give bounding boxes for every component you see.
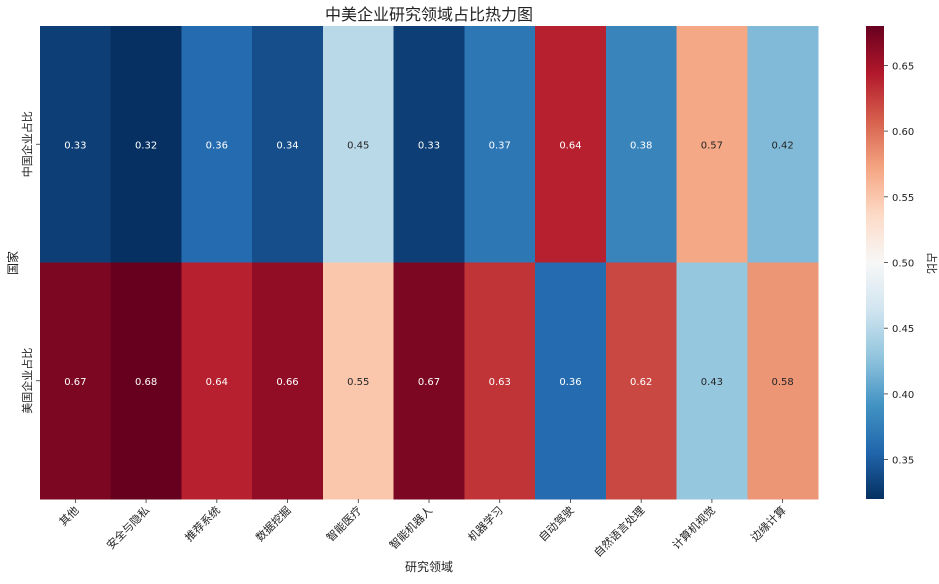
colorbar-tick-label: 0.40 [892,390,914,401]
heatmap-cell [464,262,536,500]
cell-value-label: 0.67 [418,377,440,388]
x-tick-label: 边缘计算 [748,503,789,544]
heatmap-cell [322,26,395,264]
cell-value-label: 0.57 [701,140,723,151]
y-tick-label: 美国企业占比 [20,348,34,414]
heatmap-cell [676,26,748,264]
heatmap-cell [181,26,253,264]
heatmap-cell [747,262,819,500]
y-tick-label: 中国企业占比 [20,111,34,177]
cell-value-label: 0.37 [489,140,511,151]
colorbar-gradient [866,26,884,499]
x-tick-label: 推荐系统 [182,503,223,544]
cell-value-label: 0.68 [135,377,157,388]
heatmap-cell [110,26,183,264]
x-tick-label: 自动驾驶 [536,503,577,544]
x-tick-label: 智能医疗 [323,503,364,544]
heatmap-cells: 0.33 0.32 0.36 0.34 0.45 0.33 0.37 0.64 0.38 0.57… [40,26,819,500]
colorbar-tick-label: 0.60 [892,127,914,138]
x-tick-label: 自然语言处理 [591,503,648,560]
cell-value-label: 0.36 [559,377,581,388]
heatmap-cell [393,26,465,264]
colorbar-tick-label: 0.65 [892,61,914,72]
colorbar-tick-label: 0.55 [892,193,914,204]
x-tick-labels: 其他 安全与隐私 推荐系统 数据挖掘 智能医疗 智能机器人 机器学习 自动驾驶 自然语言处理 计算… [57,499,789,560]
heatmap-cell [464,26,536,264]
cell-value-label: 0.58 [772,377,794,388]
cell-value-label: 0.66 [276,377,298,388]
cell-value-label: 0.67 [64,377,86,388]
heatmap-cell [181,262,253,500]
colorbar-tick-label: 0.45 [892,324,914,335]
x-axis-label: 研究领域 [405,559,453,574]
x-tick-label: 其他 [57,504,82,529]
cell-value-label: 0.63 [489,377,511,388]
x-tick-label: 数据挖掘 [253,503,294,544]
heatmap-cell [535,26,607,264]
colorbar: 0.35 0.40 0.45 0.50 0.55 0.60 0.65 [866,26,914,499]
cell-value-label: 0.38 [630,140,652,151]
heatmap-cell [110,262,183,500]
cell-value-label: 0.32 [135,140,157,151]
cell-value-label: 0.33 [64,140,86,151]
heatmap-cell [605,26,678,264]
colorbar-tick-label: 0.50 [892,259,914,270]
cell-value-label: 0.34 [276,140,298,151]
chart-title: 中美企业研究领域占比热力图 [325,5,533,24]
x-tick-label: 智能机器人 [386,503,435,552]
cell-value-label: 0.42 [772,140,794,151]
heatmap-cell [40,26,112,264]
heatmap-cell [252,262,324,500]
cell-value-label: 0.43 [701,377,723,388]
cell-value-label: 0.64 [559,140,581,151]
heatmap-cell [252,26,324,264]
cell-value-label: 0.33 [418,140,440,151]
x-tick-label: 安全与隐私 [103,503,152,552]
colorbar-label: 占比 [925,252,939,274]
colorbar-tick-label: 0.35 [892,456,914,467]
cell-value-label: 0.36 [206,140,228,151]
cell-value-label: 0.55 [347,377,369,388]
x-tick-label: 计算机视觉 [669,503,718,552]
heatmap-cell [605,262,678,500]
heatmap-cell [747,26,819,264]
heatmap-cell [322,262,395,500]
heatmap-cell [535,262,607,500]
cell-value-label: 0.62 [630,377,652,388]
y-axis-label: 国家 [5,251,20,275]
heatmap-cell [676,262,748,500]
x-tick-label: 机器学习 [465,503,506,544]
cell-value-label: 0.45 [347,140,369,151]
heatmap-cell [40,262,112,500]
cell-value-label: 0.64 [206,377,228,388]
heatmap-cell [393,262,465,500]
